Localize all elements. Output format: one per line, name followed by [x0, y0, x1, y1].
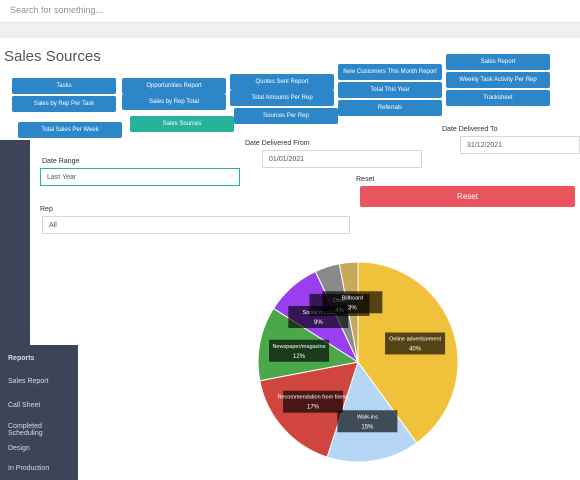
field-label: Date Range: [42, 158, 80, 165]
report-button[interactable]: New Customers This Month Report: [338, 64, 442, 80]
date-to-input[interactable]: 31/12/2021: [460, 136, 580, 154]
slice-label: Recommendation from friend: [278, 395, 349, 401]
label-box: [385, 332, 446, 355]
slice-value-label: 15%: [361, 424, 374, 430]
date-from-input[interactable]: 01/01/2021: [262, 150, 422, 168]
report-button[interactable]: Sources Per Rep: [234, 108, 338, 124]
slice-label: Billboard: [342, 295, 363, 301]
field-label: Date Delivered From: [245, 140, 310, 147]
slice-label: Newspaper/magazine: [272, 344, 325, 350]
report-button[interactable]: Total Amounts Per Rep: [230, 90, 334, 106]
slice-value-label: 9%: [314, 320, 323, 326]
top-bar: Search for something...: [0, 0, 580, 23]
report-button[interactable]: Opportunities Report: [122, 78, 226, 94]
report-button[interactable]: Quotes Sent Report: [230, 74, 334, 90]
date-range-select[interactable]: Last Year: [40, 168, 240, 186]
report-button-active[interactable]: Sales Sources: [130, 116, 234, 132]
label-box: [282, 390, 343, 413]
report-button[interactable]: Sales by Rep Per Task: [12, 96, 116, 112]
label-box: [337, 410, 398, 433]
reset-button[interactable]: Reset: [360, 186, 575, 207]
report-button[interactable]: Tasks: [12, 78, 116, 94]
label-box: [269, 339, 330, 362]
menu-item[interactable]: Design: [8, 445, 30, 452]
field-label: Reset: [356, 176, 375, 183]
slice-value-label: 3%: [348, 305, 357, 311]
report-button[interactable]: Total Sales Per Week: [18, 122, 122, 138]
report-button[interactable]: Tracksheet: [446, 90, 550, 106]
page-title: Sales Sources: [4, 48, 101, 65]
report-button[interactable]: Weekly Task Activity Per Rep: [446, 72, 550, 88]
slice-label: Walk-ins: [357, 414, 378, 420]
label-box: [322, 291, 383, 314]
report-button[interactable]: Referrals: [338, 100, 442, 116]
menu-heading: Reports: [8, 355, 35, 362]
report-button[interactable]: Sales by Rep Total: [122, 94, 226, 110]
report-button[interactable]: Sales Report: [446, 54, 550, 70]
menu-item[interactable]: In Production: [8, 465, 50, 472]
field-label: Rep: [40, 206, 53, 213]
slice-value-label: 12%: [293, 354, 306, 360]
report-button[interactable]: Total This Year: [338, 82, 442, 98]
rep-select[interactable]: All: [42, 216, 350, 234]
menu-item[interactable]: Call Sheet: [8, 402, 41, 409]
menu-item[interactable]: Completed Scheduling: [8, 423, 43, 437]
sidebar-menu: Reports Sales Report Call Sheet Complete…: [0, 345, 78, 480]
slice-value-label: 17%: [307, 405, 320, 411]
field-label: Date Delivered To: [442, 126, 498, 133]
menu-item[interactable]: Sales Report: [8, 378, 49, 385]
search-box[interactable]: Search for something...: [10, 5, 104, 15]
slice-label: Online advertisement: [389, 336, 441, 342]
slice-value-label: 40%: [409, 346, 422, 352]
